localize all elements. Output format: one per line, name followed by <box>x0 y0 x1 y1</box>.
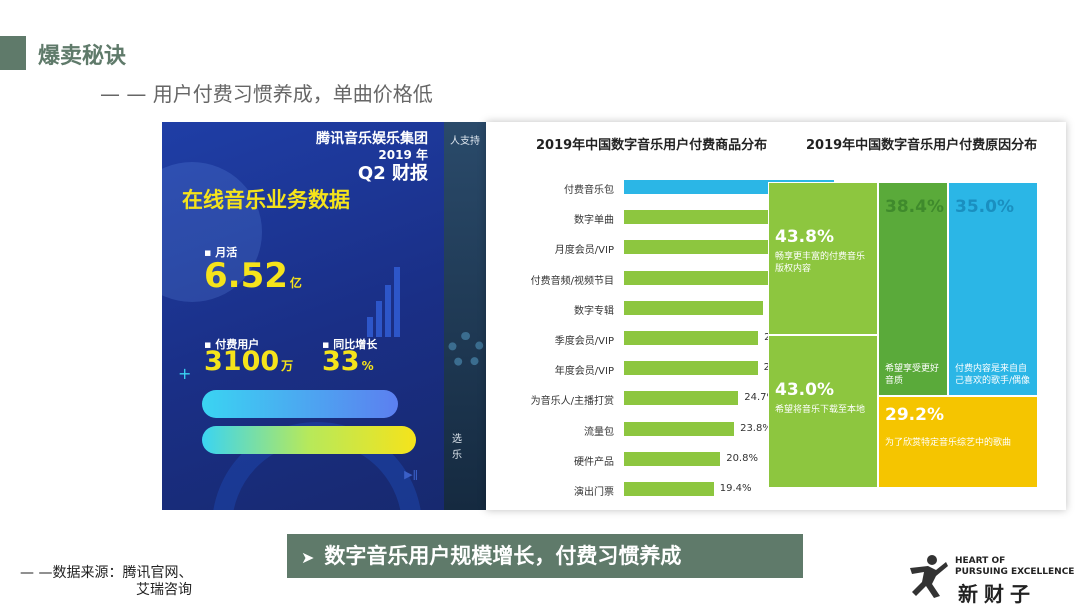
play-icon: ▶ǁ <box>404 468 418 481</box>
chart-panel: 2019年中国数字音乐用户付费商品分布 付费音乐包45.4%数字单曲38.8%月… <box>486 122 1066 510</box>
bar-category-label: 硬件产品 <box>574 456 614 468</box>
bar-category-label: 季度会员/VIP <box>554 336 614 347</box>
bar-value-label: 24.7% <box>744 392 777 404</box>
treemap-title: 2019年中国数字音乐用户付费原因分布 <box>806 138 1038 153</box>
conclusion-text: 数字音乐用户规模增长，付费习惯养成 <box>324 544 682 568</box>
bar-category-label: 演出门票 <box>574 487 614 498</box>
bar <box>624 270 791 285</box>
strip-top-text: 人支持 <box>450 136 480 147</box>
poster-header-year: 2019 年 <box>378 148 428 162</box>
bar <box>624 361 758 376</box>
treemap-value-label: 35.0% <box>955 197 1014 217</box>
poster-title: 在线音乐业务数据 <box>182 188 350 212</box>
title-accent-bar <box>0 36 26 70</box>
bar-chart-title: 2019年中国数字音乐用户付费商品分布 <box>536 138 768 153</box>
strip-text-2: 乐 <box>452 450 462 461</box>
source-line-1: — —数据来源：腾讯官网、 <box>20 565 193 581</box>
gear-icon <box>448 332 484 368</box>
treemap-value-label: 38.4% <box>885 197 944 217</box>
treemap-cell: 43.8% 畅享更丰富的付费音乐版权内容 <box>768 182 878 335</box>
bar <box>624 451 721 466</box>
poster-pill-2 <box>202 426 416 454</box>
poster-pill-1 <box>202 390 398 418</box>
growth-label: ▪ 同比增长 <box>322 338 378 351</box>
treemap-desc-label: 畅享更丰富的付费音乐版权内容 <box>775 252 866 275</box>
treemap-desc-label: 付费内容是来自自己喜欢的歌手/偶像 <box>955 364 1031 387</box>
treemap-cell: 38.4% 希望享受更好音质 <box>878 182 948 397</box>
bar <box>624 210 804 225</box>
slide-subtitle: — — 用户付费习惯养成，单曲价格低 <box>100 82 433 106</box>
treemap-cell: 35.0% 付费内容是来自自己喜欢的歌手/偶像 <box>948 182 1038 397</box>
bar <box>624 482 714 496</box>
bar-category-label: 流量包 <box>584 426 614 438</box>
poster-header-company: 腾讯音乐娱乐集团 <box>316 131 428 147</box>
bar <box>624 391 739 406</box>
bar-value-label: 20.8% <box>726 452 758 464</box>
runner-logo-icon <box>910 555 948 598</box>
mau-label: ▪ 月活 <box>204 246 238 259</box>
treemap-desc-label: 为了欣赏特定音乐综艺中的歌曲 <box>885 438 1012 449</box>
treemap-value-label: 43.0% <box>775 380 834 401</box>
logo-tagline-1: HEART OF <box>955 556 1006 566</box>
plus-icon: + <box>178 364 192 383</box>
treemap-value-label: 29.2% <box>885 405 944 426</box>
background-image-strip: 人支持 选 乐 <box>444 122 488 510</box>
logo-tagline-2: PURSUING EXCELLENCE <box>955 567 1075 577</box>
bar-category-label: 数字专辑 <box>574 305 614 317</box>
bar-category-label: 付费音乐包 <box>564 185 614 196</box>
bar <box>624 300 764 315</box>
paying-users-value: 3100 万 <box>204 346 294 377</box>
conclusion-banner: ➤ 数字音乐用户规模增长，付费习惯养成 <box>287 534 803 578</box>
treemap-cell: 43.0% 希望将音乐下载至本地 <box>768 335 878 488</box>
treemap-cell: 29.2% 为了欣赏特定音乐综艺中的歌曲 <box>878 396 1038 488</box>
bar-category-label: 数字单曲 <box>574 215 614 227</box>
bar <box>624 240 799 255</box>
treemap-desc-label: 希望将音乐下载至本地 <box>775 405 866 416</box>
slide-title: 爆卖秘诀 <box>38 44 127 69</box>
bar-value-label: 19.4% <box>719 483 752 494</box>
arrow-right-icon: ➤ <box>301 548 315 567</box>
treemap-value-label: 43.8% <box>775 227 834 248</box>
growth-value: 33% <box>322 346 374 377</box>
mau-value: 6.52 亿 <box>204 256 302 296</box>
bar <box>624 331 759 345</box>
paying-users-label: ▪ 付费用户 <box>204 338 260 351</box>
bar-category-label: 为音乐人/主播打赏 <box>530 396 614 408</box>
treemap-desc-label: 希望享受更好音质 <box>885 364 940 387</box>
bar <box>624 421 735 436</box>
bar-category-label: 年度会员/VIP <box>554 366 614 378</box>
bar-value-label: 23.8% <box>740 422 772 434</box>
strip-text-1: 选 <box>452 434 462 445</box>
source-line-2: 艾瑞咨询 <box>136 582 192 598</box>
bar-category-label: 月度会员/VIP <box>554 245 614 257</box>
bar-category-label: 付费音频/视频节目 <box>530 275 614 287</box>
poster-header-report: Q2 财报 <box>357 163 428 184</box>
logo-name: 新财子 <box>958 582 1036 606</box>
tme-q2-poster: 腾讯音乐娱乐集团 2019 年 Q2 财报 在线音乐业务数据 ▪ 月活 6.52… <box>162 122 444 510</box>
